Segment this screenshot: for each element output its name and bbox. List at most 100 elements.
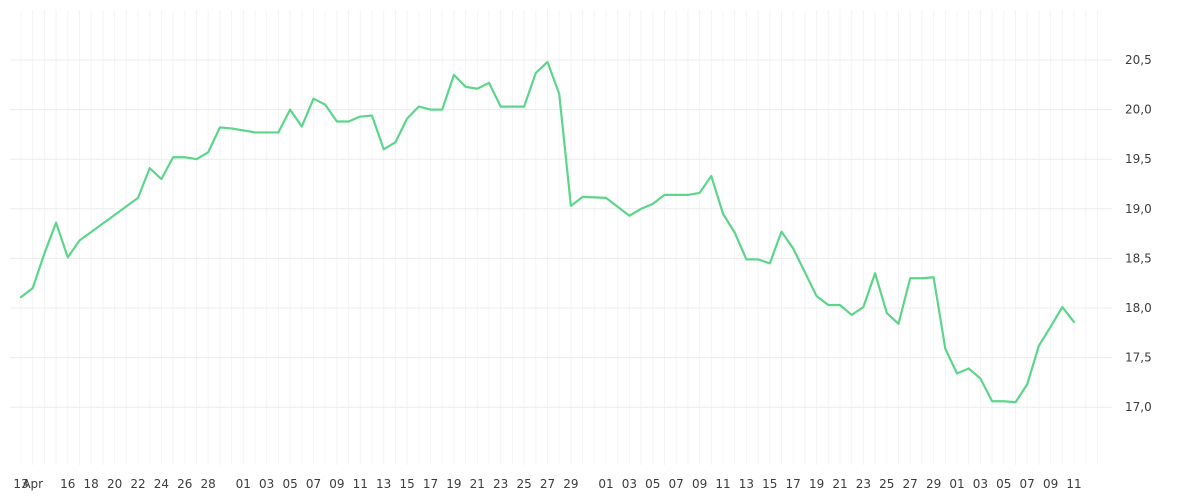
data-point <box>382 147 386 151</box>
data-point <box>756 257 760 261</box>
x-tick-label: 07 <box>1020 477 1035 491</box>
y-tick-label: 20,0 <box>1125 103 1152 117</box>
data-point <box>323 103 327 107</box>
data-point <box>967 367 971 371</box>
data-point <box>581 195 585 199</box>
data-point <box>815 294 819 298</box>
data-point <box>990 399 994 403</box>
data-point <box>276 130 280 134</box>
data-point <box>663 193 667 197</box>
grid <box>10 10 1112 465</box>
x-tick-label: 18 <box>84 477 99 491</box>
x-tick-label: 21 <box>470 477 485 491</box>
data-point <box>148 166 152 170</box>
data-point <box>230 126 234 130</box>
y-tick-label: 19,5 <box>1125 152 1152 166</box>
series-line <box>19 60 1076 404</box>
data-point <box>686 193 690 197</box>
x-tick-label: 13 <box>739 477 754 491</box>
x-tick-label: 25 <box>516 477 531 491</box>
data-point <box>920 276 924 280</box>
data-point <box>873 271 877 275</box>
data-point <box>393 140 397 144</box>
y-tick-label: 20,5 <box>1125 53 1152 67</box>
data-point <box>253 130 257 134</box>
data-point <box>897 322 901 326</box>
x-tick-label: 01 <box>236 477 251 491</box>
data-point <box>452 73 456 77</box>
data-point <box>768 261 772 265</box>
x-tick-label: 13 <box>13 477 28 491</box>
data-point <box>639 207 643 211</box>
x-tick-label: 09 <box>329 477 344 491</box>
x-tick-label: 15 <box>399 477 414 491</box>
data-point <box>499 105 503 109</box>
data-point <box>546 60 550 64</box>
data-point <box>358 115 362 119</box>
x-tick-label: 22 <box>130 477 145 491</box>
data-point <box>698 191 702 195</box>
y-tick-label: 19,0 <box>1125 202 1152 216</box>
x-tick-label: 19 <box>809 477 824 491</box>
x-tick-label: 09 <box>692 477 707 491</box>
x-tick-label: 26 <box>177 477 192 491</box>
data-point <box>709 174 713 178</box>
data-point <box>464 85 468 89</box>
x-tick-label: 03 <box>622 477 637 491</box>
x-tick-label: 29 <box>563 477 578 491</box>
x-tick-label: 07 <box>306 477 321 491</box>
data-point <box>955 371 959 375</box>
data-point <box>1025 382 1029 386</box>
data-point <box>347 120 351 124</box>
data-point <box>1014 400 1018 404</box>
data-point <box>440 108 444 112</box>
x-tick-label: 11 <box>1066 477 1081 491</box>
x-tick-label: 05 <box>645 477 660 491</box>
x-tick-label: 19 <box>446 477 461 491</box>
data-point <box>627 214 631 218</box>
data-point <box>557 92 561 96</box>
data-point <box>171 155 175 159</box>
x-tick-label: 03 <box>259 477 274 491</box>
data-point <box>405 117 409 121</box>
data-point <box>569 204 573 208</box>
data-point <box>604 196 608 200</box>
y-tick-label: 17,0 <box>1125 400 1152 414</box>
data-point <box>838 303 842 307</box>
x-tick-label: 23 <box>493 477 508 491</box>
x-tick-label: 24 <box>154 477 169 491</box>
y-tick-label: 17,5 <box>1125 351 1152 365</box>
data-point <box>803 270 807 274</box>
data-point <box>475 87 479 91</box>
data-point <box>721 212 725 216</box>
data-point <box>195 157 199 161</box>
data-point <box>31 286 35 290</box>
data-point <box>300 124 304 128</box>
x-tick-label: 20 <box>107 477 122 491</box>
data-point <box>826 303 830 307</box>
x-tick-label: Apr <box>22 477 43 491</box>
data-point <box>42 251 46 255</box>
data-point <box>1072 320 1076 324</box>
x-tick-label: 17 <box>786 477 801 491</box>
x-tick-label: 27 <box>540 477 555 491</box>
x-tick-label: 13 <box>376 477 391 491</box>
data-point <box>1037 344 1041 348</box>
data-point <box>1002 399 1006 403</box>
x-tick-label: 09 <box>1043 477 1058 491</box>
data-point <box>66 255 70 259</box>
data-point <box>861 305 865 309</box>
data-point <box>417 105 421 109</box>
data-point <box>54 221 58 225</box>
data-point <box>19 295 23 299</box>
x-tick-label: 27 <box>903 477 918 491</box>
data-point <box>335 120 339 124</box>
x-tick-label: 17 <box>423 477 438 491</box>
x-tick-label: 01 <box>598 477 613 491</box>
data-point <box>288 108 292 112</box>
x-tick-label: 25 <box>879 477 894 491</box>
data-point <box>932 275 936 279</box>
